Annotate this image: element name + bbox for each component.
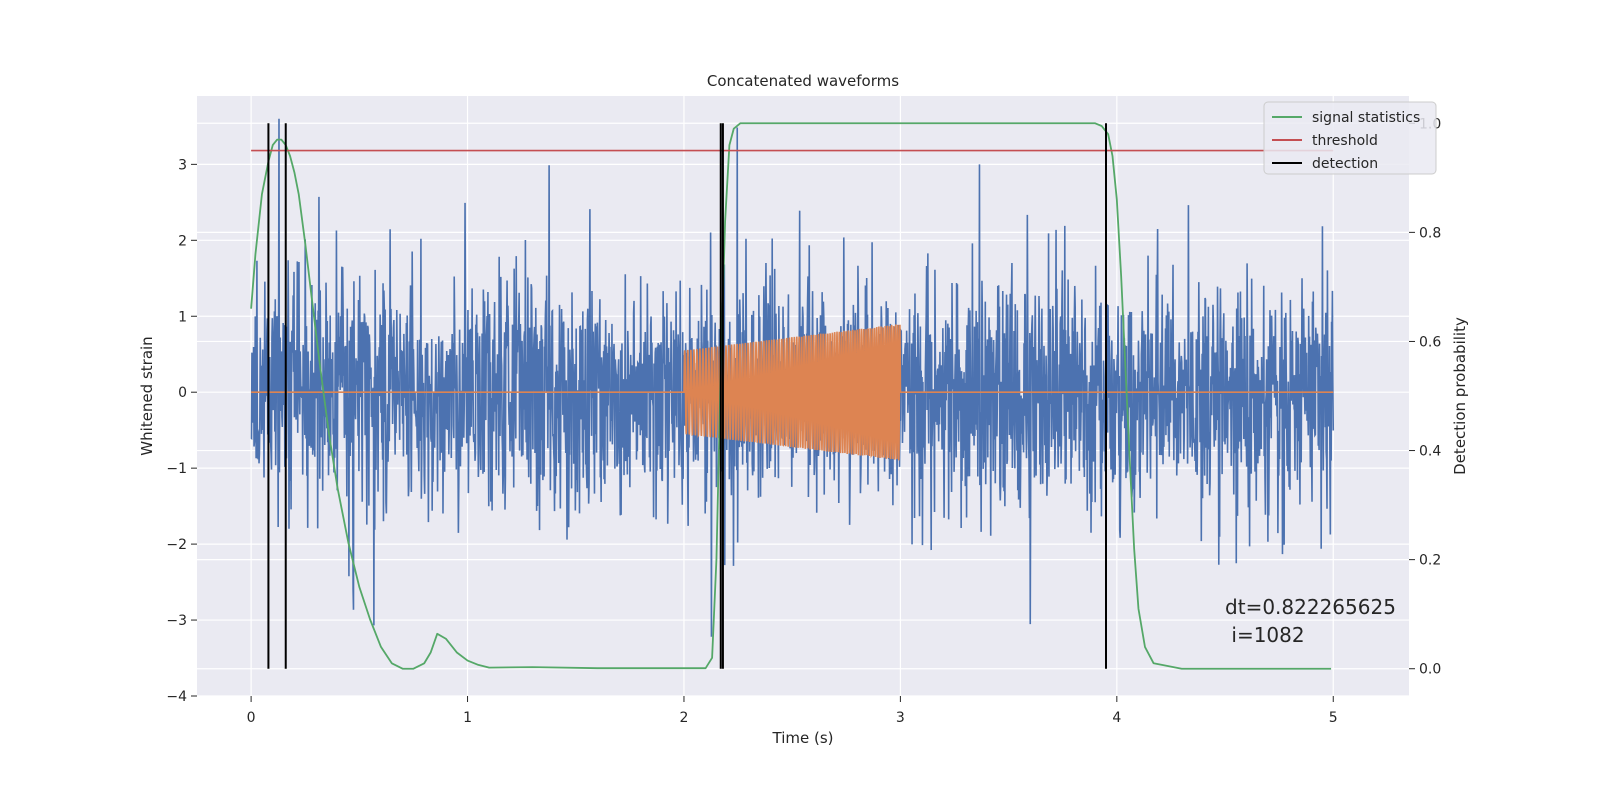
y-tick-label: −4 (166, 689, 187, 705)
y2-tick-label: 0.8 (1419, 225, 1441, 241)
x-tick-label: 1 (463, 710, 472, 726)
y2-axis-label: Detection probability (1451, 317, 1469, 475)
legend-item-label: detection (1312, 156, 1378, 172)
x-tick-label: 4 (1112, 710, 1121, 726)
y-tick-label: −3 (166, 613, 187, 629)
series-signal-statistics (250, 122, 1332, 670)
y2-tick-label: 0.2 (1419, 553, 1441, 569)
legend-frame (1263, 101, 1437, 175)
annotation: dt=0.822265625 i=1082 (1225, 595, 1396, 647)
x-tick-label: 0 (247, 710, 256, 726)
y-tick-label: 3 (178, 157, 187, 173)
y-tick-label: −2 (166, 537, 187, 553)
chart-title: Concatenated waveforms (707, 72, 899, 90)
annotation-line: dt=0.822265625 (1225, 595, 1396, 619)
y-tick-label: 2 (178, 233, 187, 249)
legend-item-label: signal statistics (1312, 110, 1420, 126)
y2-tick-label: 0.4 (1419, 444, 1441, 460)
x-tick-label: 5 (1329, 710, 1338, 726)
y-tick-label: 1 (178, 309, 187, 325)
legend: signal statistics threshold detection (1263, 101, 1437, 175)
y2-tick-label: 0.6 (1419, 334, 1441, 350)
x-tick-label: 3 (896, 710, 905, 726)
y-axis-label: Whitened strain (138, 336, 156, 455)
x-axis-label: Time (s) (772, 729, 834, 747)
y-tick-label: −1 (166, 461, 187, 477)
y2-tick-label: 0.0 (1419, 662, 1441, 678)
annotation-line: i=1082 (1225, 623, 1305, 647)
y-tick-label: 0 (178, 385, 187, 401)
x-tick-label: 2 (680, 710, 689, 726)
legend-item-label: threshold (1312, 133, 1378, 149)
series-layer (250, 118, 1335, 670)
